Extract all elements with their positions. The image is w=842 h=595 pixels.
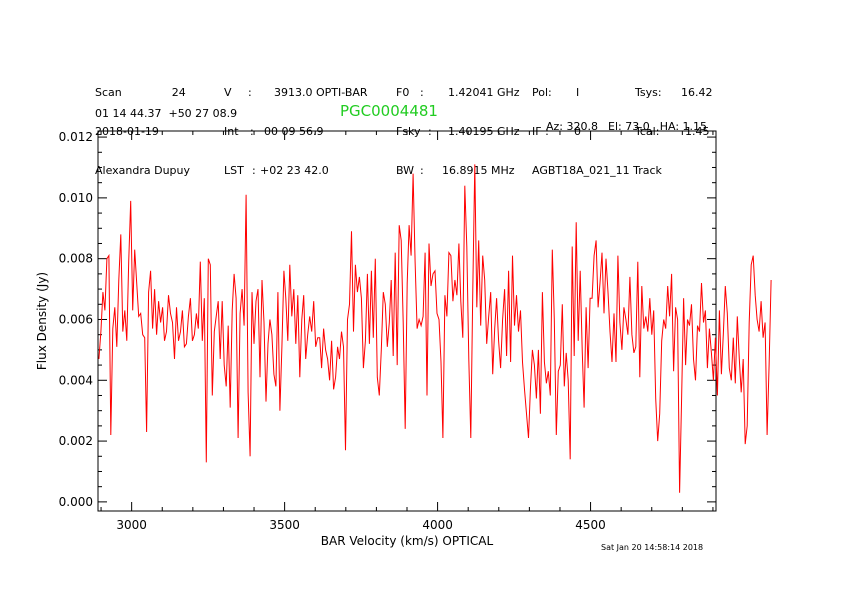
x-tick-label: 4000 <box>422 518 453 532</box>
header-col-1: Scan 24 2018-01-19 Alexandra Dupuy <box>95 60 190 190</box>
y-tick-label: 0.002 <box>59 434 93 448</box>
tsys-value: 16.42 <box>681 86 713 99</box>
series-line <box>98 164 772 493</box>
bw-value: 16.8915 MHz <box>442 164 515 177</box>
el-value: 73.0 <box>625 120 650 133</box>
project-id: AGBT18A_021_11 Track <box>532 164 662 177</box>
object-name: PGC0004481 <box>340 102 438 120</box>
x-axis-label: BAR Velocity (km/s) OPTICAL <box>321 534 494 548</box>
series-layer <box>98 164 772 493</box>
x-axis-ticks: 3000 3500 4000 4500 <box>100 131 714 532</box>
y-tick-label: 0.000 <box>59 495 93 509</box>
az-label: Az: <box>546 120 564 133</box>
v-sep: : <box>248 86 252 99</box>
x-tick-label: 4500 <box>575 518 606 532</box>
scan-label: Scan <box>95 86 122 99</box>
v-label: V <box>224 86 232 99</box>
y-axis-ticks: 0.000 0.002 0.004 0.006 0.008 0.010 0.012 <box>59 130 716 509</box>
y-tick-label: 0.006 <box>59 312 93 326</box>
pointing-info: Az: 320.8 El: 73.0 HA: 1.15 <box>539 107 707 133</box>
ha-value: 1.15 <box>682 120 708 133</box>
v-value: 3913.0 OPTI-BAR <box>274 86 368 99</box>
coordinates: 01 14 44.37 +50 27 08.9 <box>95 107 238 120</box>
y-tick-label: 0.004 <box>59 373 93 387</box>
f0-sep: : <box>420 86 424 99</box>
y-tick-label: 0.010 <box>59 191 93 205</box>
scan-value: 24 <box>171 86 186 99</box>
y-axis-label: Flux Density (Jy) <box>35 272 49 370</box>
pol-value: I <box>576 86 580 99</box>
lst-value: +02 23 42.0 <box>260 164 329 177</box>
tsys-label: Tsys: <box>635 86 662 99</box>
f0-label: F0 <box>396 86 410 99</box>
az-value: 320.8 <box>566 120 599 133</box>
ha-label: HA: <box>659 120 680 133</box>
plot-timestamp: Sat Jan 20 14:58:14 2018 <box>601 543 704 552</box>
y-tick-label: 0.008 <box>59 252 93 266</box>
pol-label: Pol: <box>532 86 552 99</box>
observer-name: Alexandra Dupuy <box>95 164 191 177</box>
lst-sep: : <box>252 164 256 177</box>
bw-label: BW <box>396 164 415 177</box>
f0-value: 1.42041 GHz <box>448 86 520 99</box>
el-label: El: <box>608 120 622 133</box>
bw-sep: : <box>420 164 424 177</box>
y-tick-label: 0.012 <box>59 130 93 144</box>
lst-label: LST <box>224 164 244 177</box>
x-tick-label: 3500 <box>269 518 300 532</box>
header-col-3: F0:1.42041 GHz Fsky:1.40195 GHz BW:16.89… <box>396 60 520 190</box>
x-tick-label: 3000 <box>116 518 147 532</box>
